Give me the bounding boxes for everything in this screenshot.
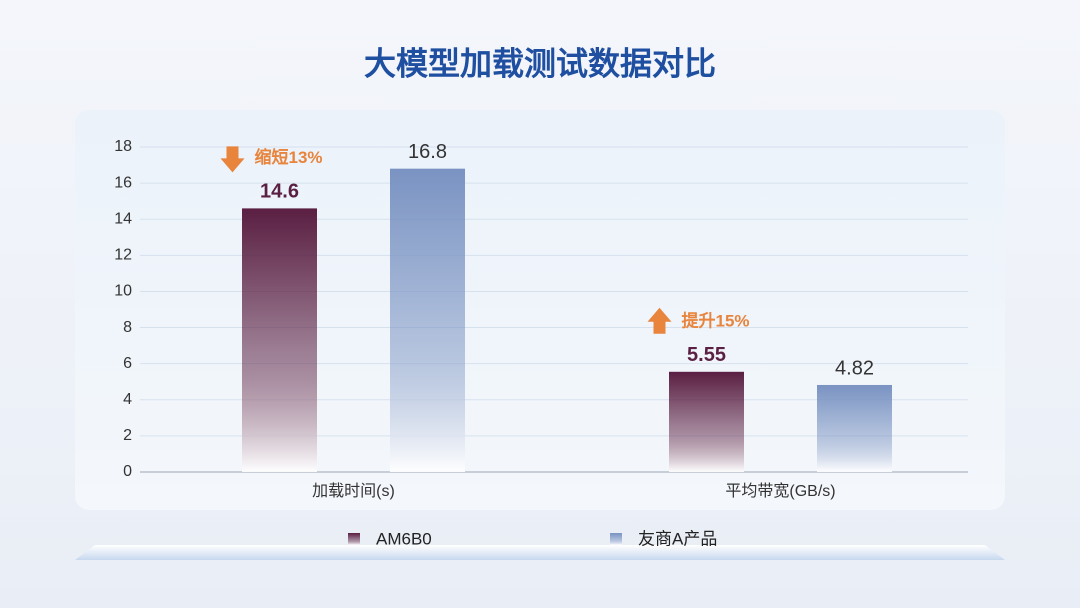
- bar: [817, 384, 892, 472]
- y-tick-label: 16: [114, 174, 132, 191]
- legend-label: 友商A产品: [638, 529, 717, 548]
- y-tick-label: 4: [123, 391, 132, 408]
- legend-swatch: [348, 533, 360, 545]
- chart-title: 大模型加载测试数据对比: [364, 45, 716, 81]
- value-label: 5.55: [687, 344, 726, 366]
- value-label: 14.6: [260, 181, 299, 203]
- bar: [390, 168, 465, 472]
- y-tick-label: 2: [123, 427, 132, 444]
- y-tick-label: 0: [123, 463, 132, 480]
- y-tick-label: 18: [114, 138, 132, 155]
- platform: [75, 545, 1005, 560]
- y-tick-label: 8: [123, 319, 132, 336]
- legend-label: AM6B0: [376, 529, 432, 548]
- x-tick-label: 加载时间(s): [312, 482, 395, 500]
- bar: [242, 208, 317, 472]
- legend-swatch: [610, 533, 622, 545]
- bar: [669, 371, 744, 472]
- x-tick-label: 平均带宽(GB/s): [725, 482, 835, 500]
- annotation: 提升15%: [682, 311, 750, 330]
- value-label: 4.82: [835, 357, 874, 379]
- annotation-arrow: [647, 307, 672, 334]
- annotation-arrow: [220, 146, 245, 173]
- value-label: 16.8: [408, 141, 447, 163]
- y-tick-label: 14: [114, 210, 132, 227]
- y-tick-label: 12: [114, 247, 132, 264]
- annotation: 缩短13%: [255, 147, 323, 167]
- y-tick-label: 6: [123, 355, 132, 372]
- y-tick-label: 10: [114, 283, 132, 300]
